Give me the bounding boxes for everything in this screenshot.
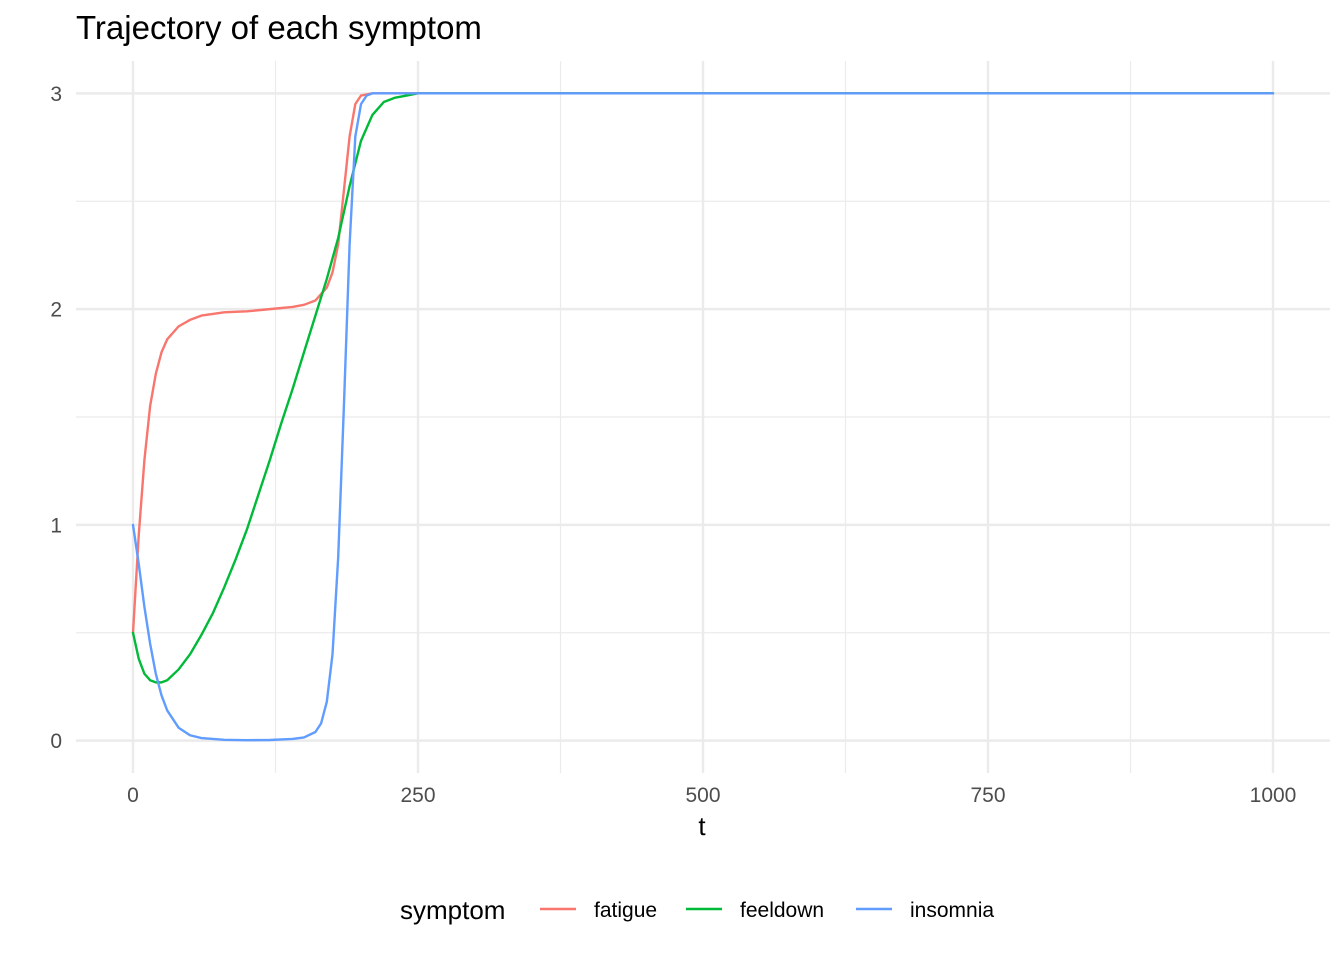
chart-title: Trajectory of each symptom [76, 9, 482, 46]
y-axis-ticks: 0 1 2 3 [50, 83, 62, 753]
x-tick-label: 750 [970, 784, 1005, 807]
x-tick-label: 250 [400, 784, 435, 807]
x-tick-label: 500 [685, 784, 720, 807]
legend-label-fatigue: fatigue [594, 899, 657, 922]
plot-lines [131, 92, 1275, 742]
series-line-insomnia [131, 92, 1275, 742]
y-tick-label: 1 [50, 514, 62, 537]
series-line-feeldown [131, 92, 1275, 684]
x-axis-label: t [698, 811, 706, 841]
y-tick-label: 2 [50, 299, 62, 322]
legend: symptom fatigue feeldown insomnia [400, 895, 994, 925]
legend-label-feeldown: feeldown [740, 899, 824, 922]
grid [76, 61, 1330, 773]
series-line-fatigue [131, 92, 1275, 634]
legend-label-insomnia: insomnia [910, 899, 994, 922]
x-tick-label: 0 [127, 784, 139, 807]
y-tick-label: 0 [50, 730, 62, 753]
legend-title: symptom [400, 895, 505, 925]
x-axis-ticks: 0 250 500 750 1000 [127, 784, 1296, 807]
y-tick-label: 3 [50, 83, 62, 106]
x-tick-label: 1000 [1250, 784, 1297, 807]
